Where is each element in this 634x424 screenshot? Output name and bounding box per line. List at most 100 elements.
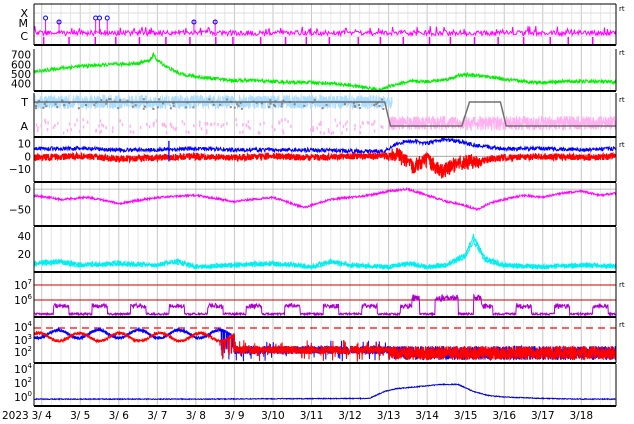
flare-marker [191, 19, 197, 25]
series-band [388, 115, 617, 132]
scatter-point [249, 126, 251, 130]
y-tick-label: 700 [11, 50, 31, 62]
y-tick-label: 106 [14, 293, 32, 307]
scatter-point [47, 121, 49, 125]
scatter-point [358, 104, 361, 107]
scatter-point [52, 126, 55, 130]
scatter-point [303, 104, 306, 107]
scatter-point [210, 123, 212, 127]
scatter-point [200, 127, 203, 131]
scatter-point [148, 125, 151, 129]
y-tick-label: T [20, 96, 28, 109]
scatter-point [310, 120, 313, 124]
scatter-point [257, 131, 260, 135]
scatter-point [66, 128, 69, 132]
scatter-point [237, 104, 240, 107]
scatter-point [206, 121, 209, 125]
scatter-point [100, 99, 103, 102]
scatter-point [205, 131, 208, 135]
scatter-point [44, 118, 46, 122]
scatter-point [35, 107, 38, 110]
scatter-point [61, 99, 64, 102]
rt-marker: rt [619, 96, 625, 104]
scatter-point [354, 105, 357, 108]
scatter-point [169, 122, 172, 126]
scatter-point [93, 104, 96, 107]
scatter-point [86, 120, 89, 124]
y-tick-label: C [20, 30, 28, 43]
x-tick-label: 3/13 [377, 410, 401, 422]
scatter-point [284, 118, 286, 122]
scatter-point [312, 125, 314, 129]
scatter-point [99, 119, 102, 123]
x-tick-label: 3/ 7 [147, 410, 167, 422]
scatter-point [57, 121, 59, 125]
scatter-point [165, 124, 167, 128]
scatter-point [169, 107, 172, 110]
scatter-point [121, 123, 124, 127]
scatter-point [330, 131, 333, 135]
y-tick-label: X [20, 7, 28, 20]
scatter-point [342, 125, 345, 129]
panel-bg [34, 4, 616, 45]
scatter-point [163, 122, 165, 126]
scatter-point [269, 102, 272, 105]
scatter-point [119, 119, 121, 123]
scatter-point [222, 123, 225, 127]
scatter-point [320, 122, 322, 126]
scatter-point [371, 123, 373, 127]
y-tick-label: 20 [18, 249, 31, 261]
scatter-point [344, 122, 347, 126]
y-tick-label: 104 [14, 362, 32, 376]
scatter-point [380, 125, 382, 129]
scatter-point [382, 107, 385, 110]
scatter-point [236, 123, 238, 127]
scatter-point [62, 131, 65, 135]
scatter-point [321, 107, 324, 110]
scatter-point [192, 106, 195, 109]
scatter-point [132, 130, 135, 134]
rt-marker: rt [619, 5, 625, 13]
scatter-point [142, 107, 145, 110]
scatter-point [146, 122, 148, 126]
scatter-point [339, 121, 341, 125]
y-tick-label: 0 [24, 184, 31, 196]
rt-marker: rt [619, 141, 625, 149]
scatter-point [242, 123, 244, 127]
x-tick-label: 3/16 [492, 410, 516, 422]
scatter-point [281, 118, 283, 122]
series-line [33, 330, 617, 362]
scatter-point [290, 124, 292, 128]
scatter-point [332, 131, 335, 135]
scatter-point [119, 99, 122, 102]
scatter-point [376, 101, 379, 104]
scatter-point [310, 128, 312, 132]
scatter-point [35, 123, 38, 127]
flare-marker [104, 15, 110, 21]
scatter-point [373, 104, 376, 107]
y-tick-label: 600 [11, 59, 31, 71]
scatter-point [259, 122, 262, 126]
series-line [33, 239, 616, 271]
y-tick-label: 103 [14, 333, 32, 347]
scatter-point [158, 98, 161, 101]
scatter-point [45, 105, 48, 108]
scatter-point [95, 128, 98, 132]
scatter-point [381, 98, 384, 101]
x-tick-label: 3/17 [531, 410, 555, 422]
series-line [33, 293, 616, 317]
flare-marker [97, 15, 103, 21]
scatter-point [287, 119, 289, 123]
scatter-point [334, 118, 337, 122]
y-tick-label: 102 [14, 345, 32, 359]
scatter-point [381, 125, 384, 129]
scatter-point [366, 121, 369, 125]
scatter-point [267, 105, 270, 108]
scatter-point [108, 98, 111, 101]
rt-marker: rt [619, 321, 625, 329]
scatter-point [239, 131, 241, 135]
scatter-point [70, 128, 72, 132]
scatter-point [129, 124, 131, 128]
scatter-point [271, 125, 274, 129]
scatter-point [373, 129, 376, 133]
